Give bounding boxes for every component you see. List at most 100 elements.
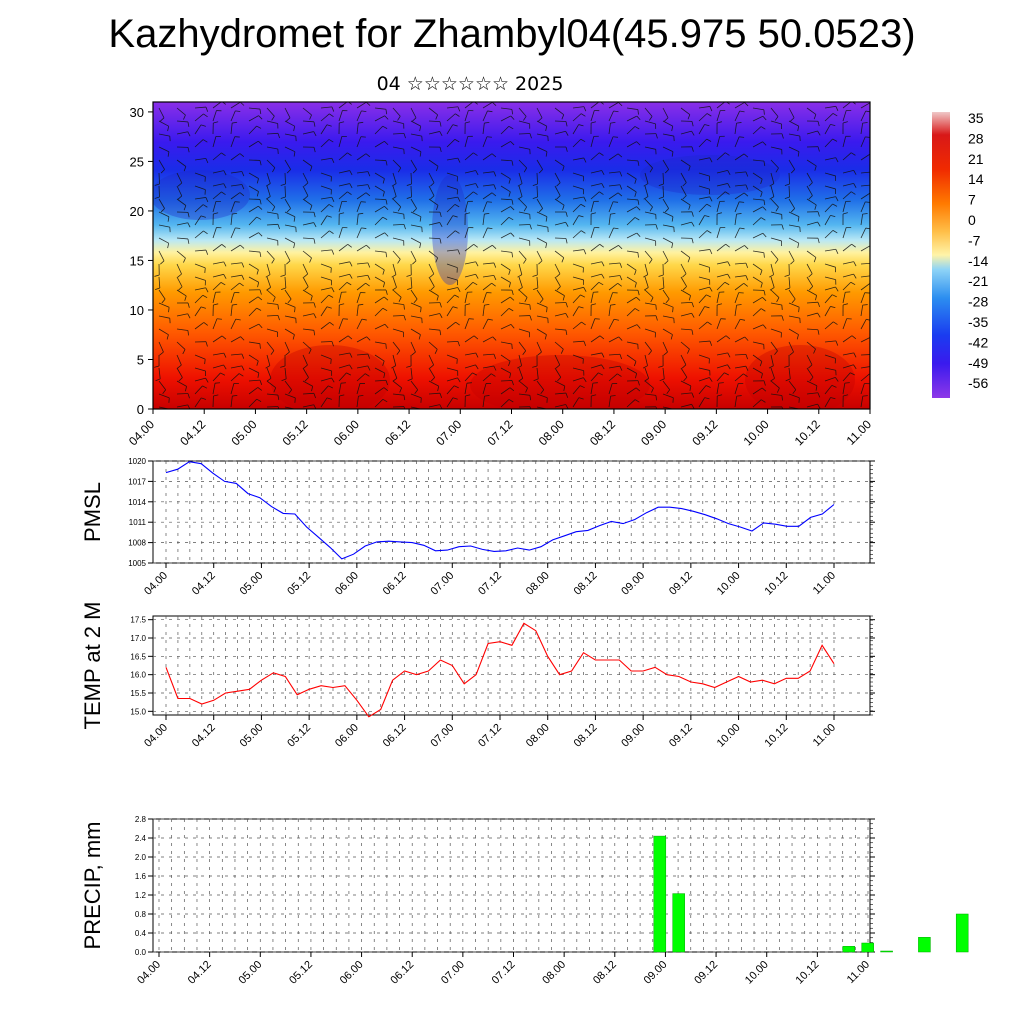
wind-barb-flag — [309, 205, 313, 211]
wind-barb — [212, 261, 224, 265]
wind-barb-flag — [591, 121, 597, 124]
wind-barb-flag — [636, 324, 641, 329]
wind-barb — [482, 123, 485, 135]
wind-barb — [158, 211, 170, 218]
wind-barb — [230, 102, 241, 109]
wind-barb — [392, 263, 397, 275]
wind-barb-flag — [413, 298, 418, 304]
wind-barb — [284, 146, 296, 153]
wind-barb — [842, 335, 853, 343]
wind-barb-flag — [736, 395, 742, 397]
wind-barb — [590, 273, 602, 278]
wind-barb — [734, 184, 746, 187]
wind-barb — [734, 201, 740, 213]
wind-barb-flag — [869, 193, 870, 194]
wind-barb — [626, 159, 638, 162]
wind-barb — [554, 302, 567, 304]
wind-barb-flag — [510, 206, 515, 211]
wind-barb — [626, 399, 636, 408]
wind-barb-flag — [465, 303, 471, 306]
wind-barb — [626, 185, 637, 193]
wind-barb — [284, 159, 291, 170]
wind-barb — [446, 306, 454, 317]
precip-bar — [842, 946, 856, 953]
wind-barb — [500, 250, 512, 253]
wind-barb-flag — [259, 251, 262, 258]
wind-barb-flag — [744, 336, 749, 341]
wind-barb — [374, 341, 386, 345]
wind-barb-flag — [439, 131, 443, 136]
wind-barb — [248, 296, 259, 304]
wind-barb — [266, 263, 271, 275]
wind-barb — [374, 115, 385, 122]
wind-barb-flag — [349, 261, 353, 267]
wind-barb-flag — [183, 257, 186, 263]
wind-barb — [176, 367, 183, 378]
wind-barb-flag — [508, 361, 511, 367]
wind-barb-flag — [473, 335, 479, 340]
wind-barb — [176, 341, 186, 350]
wind-barb-flag — [473, 243, 478, 248]
wind-barb — [806, 185, 813, 196]
wind-barb — [572, 203, 582, 213]
wind-barb-flag — [774, 259, 779, 264]
wind-barb-flag — [241, 365, 245, 371]
wind-barb — [860, 201, 866, 213]
wind-barb-flag — [682, 273, 687, 278]
wind-barb — [158, 237, 169, 244]
wind-barb-flag — [691, 238, 694, 244]
wind-barb — [824, 377, 836, 382]
wind-barb — [392, 224, 405, 226]
wind-barb — [500, 232, 511, 239]
wind-barb-flag — [529, 395, 532, 401]
wind-barb — [860, 305, 864, 317]
x-tick-label: 11.00 — [811, 722, 838, 749]
wind-barb — [338, 335, 349, 343]
x-tick-label: 08.00 — [540, 959, 568, 987]
wind-barb — [266, 302, 278, 305]
wind-barb — [536, 237, 547, 244]
wind-barb — [626, 296, 637, 304]
wind-barb-flag — [555, 273, 561, 278]
y-tick-label: 0.4 — [135, 929, 147, 938]
wind-barb-flag — [475, 364, 479, 370]
wind-barb-flag — [239, 153, 245, 158]
heatmap-field — [153, 102, 870, 409]
wind-barb-flag — [619, 171, 623, 177]
wind-barb — [212, 244, 223, 252]
wind-barb-flag — [383, 372, 386, 379]
wind-barb-flag — [414, 389, 419, 394]
wind-barb-flag — [419, 126, 422, 132]
wind-barb — [734, 383, 739, 395]
wind-barb — [788, 159, 796, 170]
wind-barb — [734, 283, 745, 291]
wind-barb — [824, 385, 833, 395]
wind-barb — [176, 380, 187, 387]
wind-barb-flag — [716, 121, 722, 124]
wind-barb-flag — [223, 183, 227, 189]
wind-barb — [752, 341, 764, 345]
wind-barb-flag — [154, 365, 160, 368]
wind-barb-flag — [579, 385, 585, 389]
wind-barb-flag — [743, 283, 748, 287]
y-tick-label: 17.0 — [130, 634, 146, 643]
wind-barb-flag — [745, 184, 749, 190]
wind-barb-flag — [511, 109, 514, 115]
wind-barb — [446, 139, 456, 148]
wind-barb — [284, 211, 296, 218]
wind-barb — [284, 302, 296, 308]
wind-barb-flag — [725, 152, 730, 156]
wind-barb-flag — [398, 297, 402, 302]
wind-barb — [248, 107, 260, 110]
wind-barb-flag — [510, 115, 515, 120]
wind-barb-flag — [303, 273, 308, 278]
x-tick-label: 04.12 — [190, 722, 218, 750]
wind-barb — [266, 276, 271, 288]
wind-barb — [428, 120, 441, 123]
wind-barb — [572, 196, 584, 200]
wind-barb-flag — [277, 224, 280, 230]
wind-barb — [590, 201, 595, 213]
wind-barb — [698, 138, 707, 148]
wind-barb — [518, 354, 523, 366]
wind-barb-flag — [545, 126, 548, 132]
